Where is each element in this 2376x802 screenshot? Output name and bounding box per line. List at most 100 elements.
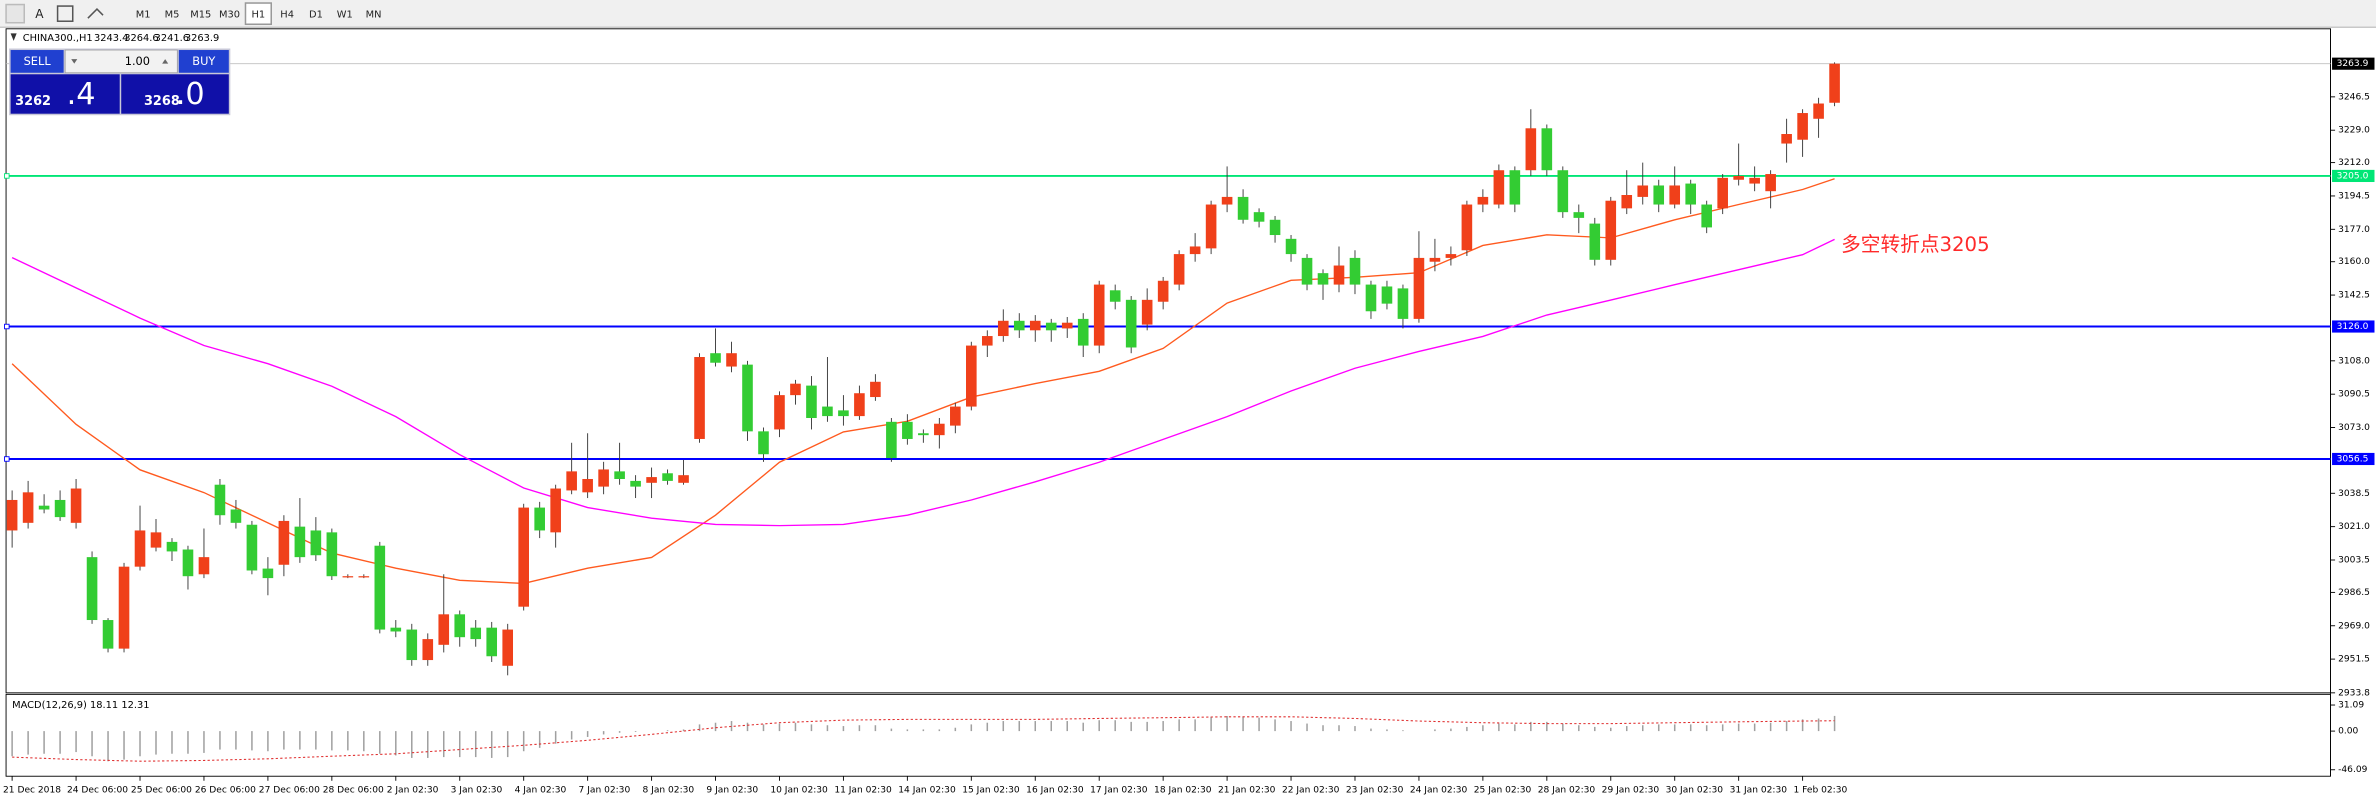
macd-y-tick-label: 31.09	[2338, 701, 2364, 711]
candle-body	[166, 541, 178, 552]
timeframe-button[interactable]	[360, 3, 387, 25]
timeframe-button[interactable]	[187, 3, 214, 25]
candle-body	[390, 627, 402, 632]
candle-body	[997, 320, 1009, 337]
candle-body	[278, 520, 290, 565]
candle-body	[1573, 212, 1585, 218]
x-tick-label: 22 Jan 02:30	[1282, 785, 1340, 795]
buy-label[interactable]: BUY	[192, 54, 215, 68]
candle-body	[1685, 183, 1697, 205]
buy-price-box[interactable]	[121, 74, 229, 114]
shapes-tool[interactable]	[87, 8, 104, 19]
timeframe-label[interactable]: H4	[280, 9, 294, 20]
x-tick-label: 30 Jan 02:30	[1666, 785, 1724, 795]
candle-body	[758, 431, 769, 455]
sell-price-box[interactable]	[10, 74, 120, 114]
buy-price: 3268	[144, 94, 180, 109]
chart-title: CHINA300.,H1	[23, 33, 93, 44]
timeframe-button[interactable]	[216, 3, 243, 25]
x-tick-label: 25 Dec 06:00	[131, 785, 192, 795]
timeframe-label[interactable]: W1	[337, 9, 353, 20]
candle-body	[566, 471, 577, 491]
candle-body	[678, 475, 689, 483]
timeframe-label[interactable]: M1	[136, 9, 151, 20]
macd-title: MACD(12,26,9) 18.11 12.31	[12, 700, 149, 711]
text-tool[interactable]: A	[35, 7, 44, 21]
y-tick-label: 3073.0	[2338, 423, 2370, 433]
timeframe-label[interactable]: M5	[165, 9, 180, 20]
candle-body	[1445, 254, 1457, 258]
y-tick-label: 3212.0	[2338, 158, 2370, 168]
candle-body	[1093, 284, 1105, 346]
candle-body	[710, 353, 721, 363]
candle-body	[854, 393, 865, 417]
candle-body	[54, 499, 66, 518]
timeframe-button[interactable]	[159, 3, 185, 25]
candle-body	[1205, 204, 1217, 249]
candle-body	[1125, 299, 1137, 348]
candle-body	[1189, 246, 1201, 255]
macd-main: 18.11	[90, 700, 118, 711]
sell-button[interactable]	[10, 50, 64, 73]
y-tick-label: 3177.0	[2338, 225, 2370, 235]
x-tick-label: 26 Dec 06:00	[195, 785, 256, 795]
x-tick-label: 1 Feb 02:30	[1794, 785, 1848, 795]
timeframe-button[interactable]	[331, 3, 358, 25]
candle-body	[262, 568, 274, 579]
x-tick-label: 7 Jan 02:30	[579, 785, 631, 795]
x-tick-label: 21 Dec 2018	[3, 785, 61, 795]
candle-body	[1653, 185, 1665, 205]
candle-body	[1605, 200, 1617, 260]
lot-up[interactable]	[162, 59, 169, 64]
candle-body	[726, 353, 737, 367]
candle-body	[1477, 196, 1489, 205]
timeframe-button[interactable]	[274, 3, 301, 25]
timeframe-button[interactable]	[303, 3, 329, 25]
candle-body	[1157, 280, 1169, 302]
x-tick-label: 9 Jan 02:30	[706, 785, 758, 795]
candle-body	[1637, 185, 1649, 197]
lot-down[interactable]	[71, 59, 78, 64]
collapse-icon[interactable]	[10, 33, 17, 41]
tool-icon[interactable]	[5, 3, 26, 24]
sell-price: 3262	[15, 94, 51, 109]
candle-body	[342, 576, 354, 578]
candle-body	[790, 383, 801, 396]
sell-pips: .4	[67, 77, 96, 112]
level-tag	[2332, 169, 2375, 183]
candle-body	[358, 576, 370, 578]
y-tick-label: 3038.5	[2338, 489, 2370, 499]
ohlc-value: 3264.6	[124, 33, 158, 44]
current-price-label: 3263.9	[2337, 59, 2369, 69]
y-tick-label: 2951.5	[2338, 655, 2370, 665]
macd-plot	[5, 693, 2331, 777]
candle-body	[1733, 175, 1744, 180]
candle-body	[742, 364, 753, 432]
sell-label[interactable]: SELL	[24, 54, 52, 68]
x-tick-label: 15 Jan 02:30	[962, 785, 1020, 795]
timeframe-label[interactable]: H1	[252, 9, 266, 20]
candle-body	[374, 545, 386, 630]
lot-value[interactable]: 1.00	[125, 54, 150, 68]
candle-body	[1557, 170, 1569, 213]
y-tick-label: 3003.5	[2338, 555, 2370, 565]
candle-body	[294, 526, 306, 558]
candle-body	[838, 410, 849, 417]
candle-body	[502, 629, 514, 666]
candle-body	[950, 406, 961, 426]
level-label: 3205.0	[2337, 171, 2369, 181]
label-tool[interactable]	[56, 5, 74, 22]
candle-body	[134, 530, 146, 567]
lot-input[interactable]	[64, 49, 178, 74]
candle-body	[310, 530, 322, 556]
timeframe-label[interactable]: D1	[309, 9, 323, 20]
buy-button[interactable]	[178, 50, 229, 73]
timeframe-button[interactable]	[244, 2, 272, 26]
timeframe-label[interactable]: MN	[366, 9, 382, 20]
timeframe-button[interactable]	[130, 3, 157, 25]
x-tick-label: 24 Jan 02:30	[1410, 785, 1468, 795]
y-tick-label: 3246.5	[2338, 92, 2370, 102]
timeframe-label[interactable]: M30	[219, 9, 240, 20]
timeframe-label[interactable]: M15	[190, 9, 211, 20]
